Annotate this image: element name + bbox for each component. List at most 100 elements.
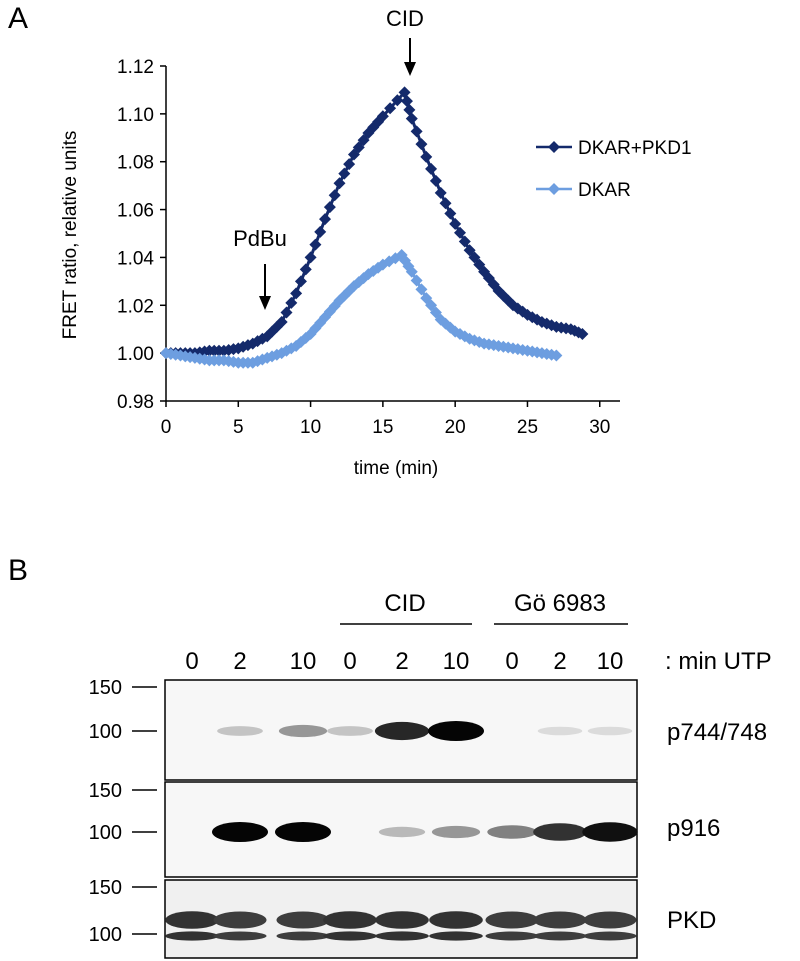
pdbu-annotation: PdBu (233, 226, 287, 251)
y-axis-title: FRET ratio, relative units (60, 131, 81, 340)
blot-band (487, 825, 537, 839)
series-dkar-pkd1 (160, 86, 589, 360)
y-tick-label: 1.00 (117, 344, 154, 365)
pdbu-arrow-icon (259, 264, 271, 310)
marker-label-150: 150 (89, 780, 122, 802)
data-point (376, 110, 389, 123)
y-tick-label: 1.04 (117, 248, 154, 269)
group-label-go6983: Gö 6983 (514, 590, 606, 617)
data-point (449, 217, 462, 230)
data-point (275, 316, 288, 329)
lane-label: 0 (185, 648, 198, 675)
y-tick-label: 1.12 (117, 57, 154, 78)
lane-label: 10 (597, 648, 624, 675)
data-point (400, 95, 413, 108)
blot-band (213, 931, 267, 941)
lane-label: 2 (233, 648, 246, 675)
blot-band (165, 931, 219, 941)
lane-label: 0 (343, 648, 356, 675)
data-point (314, 225, 327, 238)
blot-band (587, 726, 633, 736)
data-point (550, 349, 563, 362)
data-point (338, 167, 351, 180)
blot-band (278, 724, 328, 738)
panel-a-letter: A (8, 2, 28, 35)
data-point (299, 263, 312, 276)
data-point (429, 174, 442, 187)
data-point (328, 189, 341, 202)
blot-p744-748: 150 100 p744/748 (89, 677, 767, 781)
data-point (410, 125, 423, 138)
y-ticks: 0.98 1.00 1.02 1.04 1.06 1.08 1.10 1.12 (117, 57, 166, 413)
blot-bands (212, 822, 638, 842)
series-dkar (160, 249, 563, 369)
blot-p916: 150 100 p916 (89, 780, 720, 878)
panel-b-letter: B (8, 554, 28, 587)
blot-band (533, 911, 587, 929)
blot-band (374, 721, 430, 741)
x-tick-label: 10 (300, 417, 321, 438)
data-point (319, 213, 332, 226)
blot-band (533, 931, 587, 941)
x-tick-label: 30 (589, 417, 610, 438)
legend-label-dkar: DKAR (578, 180, 631, 201)
data-point (285, 296, 298, 309)
group-label-cid: CID (384, 590, 425, 617)
x-ticks: 0 5 10 15 20 25 30 (161, 401, 610, 438)
blot-band (323, 911, 377, 929)
marker-label-150: 150 (89, 877, 122, 899)
legend-marker-dkar (548, 183, 560, 195)
blot-band (212, 822, 268, 842)
legend-marker-dkar-pkd1 (548, 141, 560, 153)
blot-band (582, 822, 638, 842)
blot-band (583, 911, 637, 929)
blot-band (276, 911, 330, 929)
blot-band (429, 931, 483, 941)
cid-arrow-icon (404, 38, 416, 76)
blot-band (217, 726, 263, 736)
y-tick-label: 1.02 (117, 296, 154, 317)
data-point (290, 287, 303, 300)
x-tick-label: 20 (445, 417, 466, 438)
blot-band (533, 823, 587, 841)
blot-band (275, 822, 331, 842)
marker-label-150: 150 (89, 677, 122, 699)
blot-label: p744/748 (667, 719, 767, 746)
data-point (384, 102, 397, 115)
blot-band (485, 911, 539, 929)
blot-band (165, 911, 219, 929)
blot-band (375, 911, 429, 929)
data-point (383, 255, 396, 268)
x-axis-title: time (min) (354, 458, 438, 479)
x-tick-label: 25 (517, 417, 538, 438)
lane-label: 0 (505, 648, 518, 675)
marker-label-100: 100 (89, 822, 122, 844)
lane-label: 10 (443, 648, 470, 675)
data-point (420, 150, 433, 163)
x-tick-label: 5 (233, 417, 244, 438)
lane-label: 2 (553, 648, 566, 675)
legend-item-dkar-pkd1: DKAR+PKD1 (536, 138, 692, 159)
blot-band (276, 931, 330, 941)
legend: DKAR+PKD1 DKAR (536, 138, 692, 201)
marker-label-100: 100 (89, 924, 122, 946)
blot-band (537, 726, 583, 736)
y-tick-label: 1.10 (117, 105, 154, 126)
data-point (458, 235, 471, 248)
data-point (304, 251, 317, 264)
blot-band (485, 931, 539, 941)
data-point (410, 274, 423, 287)
blot-band (428, 721, 484, 741)
lane-label: 10 (290, 648, 317, 675)
data-point (415, 283, 428, 296)
blot-band (583, 931, 637, 941)
lane-label: 2 (395, 648, 408, 675)
data-point (434, 186, 447, 199)
data-point (309, 238, 322, 251)
blot-pkd: 150 100 PKD (89, 877, 716, 959)
blot-band (378, 826, 426, 838)
fret-chart: 0 5 10 15 20 25 30 0.98 1.00 1.02 1.04 1.06 1.08 1.1… (60, 6, 692, 479)
data-point (294, 275, 307, 288)
data-point (405, 112, 418, 125)
data-point (415, 138, 428, 151)
